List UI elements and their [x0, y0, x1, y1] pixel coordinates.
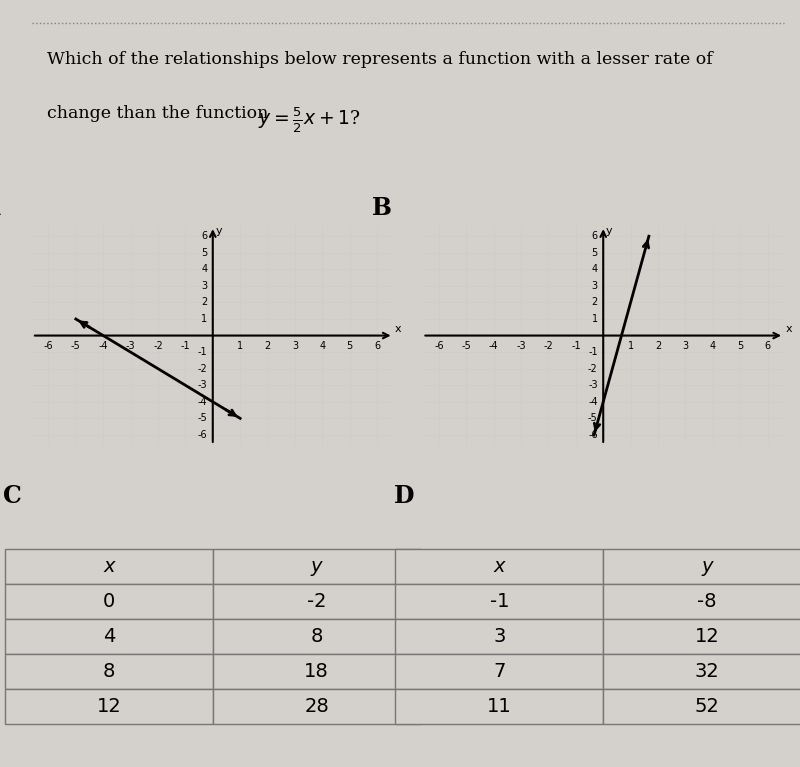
Text: C: C — [3, 484, 22, 509]
Text: 4: 4 — [592, 265, 598, 275]
Text: 5: 5 — [591, 248, 598, 258]
Text: 3: 3 — [201, 281, 207, 291]
Text: 2: 2 — [201, 298, 207, 308]
Text: 3: 3 — [292, 341, 298, 351]
Text: -6: -6 — [434, 341, 444, 351]
Text: -3: -3 — [516, 341, 526, 351]
Text: 5: 5 — [201, 248, 207, 258]
Text: y: y — [215, 226, 222, 236]
Text: x: x — [395, 324, 402, 334]
Text: D: D — [394, 484, 414, 509]
Text: $y = \frac{5}{2}x + 1$?: $y = \frac{5}{2}x + 1$? — [258, 105, 360, 135]
Text: 1: 1 — [627, 341, 634, 351]
Text: 1: 1 — [592, 314, 598, 324]
Text: -5: -5 — [462, 341, 471, 351]
Text: -2: -2 — [198, 364, 207, 374]
Text: Which of the relationships below represents a function with a lesser rate of: Which of the relationships below represe… — [47, 51, 713, 67]
Text: 1: 1 — [201, 314, 207, 324]
Text: y: y — [606, 226, 613, 236]
Text: -6: -6 — [588, 430, 598, 440]
Text: 6: 6 — [374, 341, 380, 351]
Text: -4: -4 — [98, 341, 108, 351]
Text: 4: 4 — [319, 341, 326, 351]
Text: B: B — [372, 196, 392, 220]
Text: 5: 5 — [737, 341, 743, 351]
Text: -5: -5 — [588, 413, 598, 423]
Text: 2: 2 — [265, 341, 270, 351]
Text: 4: 4 — [201, 265, 207, 275]
Text: 1: 1 — [237, 341, 243, 351]
Text: -3: -3 — [126, 341, 135, 351]
Text: -4: -4 — [198, 397, 207, 407]
Text: -2: -2 — [543, 341, 554, 351]
Text: change than the function: change than the function — [47, 105, 274, 122]
Text: -6: -6 — [198, 430, 207, 440]
Text: 6: 6 — [201, 231, 207, 241]
Text: 2: 2 — [655, 341, 661, 351]
Text: -2: -2 — [588, 364, 598, 374]
Text: 6: 6 — [592, 231, 598, 241]
Text: -1: -1 — [571, 341, 581, 351]
Text: -4: -4 — [489, 341, 498, 351]
Text: 5: 5 — [346, 341, 353, 351]
Text: -3: -3 — [198, 380, 207, 390]
Text: 2: 2 — [591, 298, 598, 308]
Text: 3: 3 — [592, 281, 598, 291]
Text: -3: -3 — [588, 380, 598, 390]
Text: 4: 4 — [710, 341, 716, 351]
Text: -5: -5 — [198, 413, 207, 423]
Text: -1: -1 — [198, 347, 207, 357]
Text: -6: -6 — [44, 341, 54, 351]
Text: -5: -5 — [71, 341, 81, 351]
Text: 3: 3 — [682, 341, 689, 351]
Text: x: x — [786, 324, 792, 334]
Text: -2: -2 — [153, 341, 163, 351]
Text: 6: 6 — [765, 341, 770, 351]
Text: -4: -4 — [588, 397, 598, 407]
Text: -1: -1 — [181, 341, 190, 351]
Text: -1: -1 — [588, 347, 598, 357]
